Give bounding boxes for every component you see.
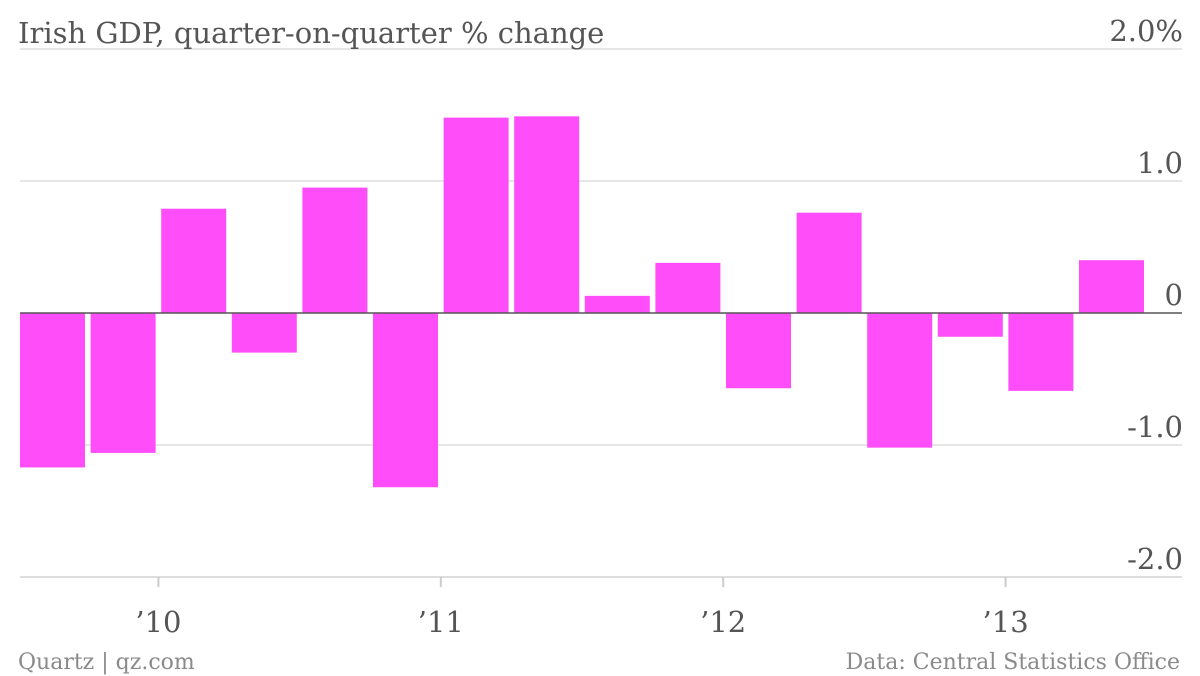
bar-16 bbox=[1079, 260, 1144, 313]
chart-title: Irish GDP, quarter-on-quarter % change bbox=[18, 16, 604, 50]
bar-10 bbox=[655, 262, 721, 313]
bars bbox=[20, 116, 1144, 488]
y-tick-label-3: -1.0 bbox=[1127, 410, 1183, 444]
bar-6 bbox=[373, 313, 438, 488]
x-tick-label-2: ’12 bbox=[700, 605, 746, 639]
bar-13 bbox=[867, 313, 933, 448]
y-tick-label-1: 1.0 bbox=[1137, 146, 1183, 180]
bar-14 bbox=[937, 313, 1003, 337]
bar-4 bbox=[231, 313, 297, 353]
y-axis-labels: 2.0% 1.0 0 -1.0 -2.0 bbox=[1109, 14, 1183, 576]
bar-15 bbox=[1008, 313, 1074, 391]
bar-3 bbox=[161, 208, 227, 313]
x-tick-label-0: ’10 bbox=[135, 605, 181, 639]
bar-1 bbox=[20, 313, 85, 468]
bar-7 bbox=[443, 117, 509, 313]
bar-12 bbox=[796, 212, 862, 313]
y-tick-label-0: 2.0% bbox=[1109, 14, 1183, 48]
bar-11 bbox=[726, 313, 791, 389]
y-tick-label-4: -2.0 bbox=[1127, 542, 1183, 576]
bar-5 bbox=[302, 187, 368, 313]
bar-2 bbox=[90, 313, 156, 453]
x-tick-label-3: ’13 bbox=[983, 605, 1029, 639]
source-right: Data: Central Statistics Office bbox=[846, 650, 1180, 675]
x-axis-ticks: ’10 ’11 ’12 ’13 bbox=[135, 577, 1029, 639]
bar-9 bbox=[584, 295, 650, 313]
source-left: Quartz | qz.com bbox=[18, 650, 195, 675]
x-tick-label-1: ’11 bbox=[418, 605, 464, 639]
bar-8 bbox=[514, 116, 580, 313]
y-tick-label-2: 0 bbox=[1165, 278, 1183, 312]
